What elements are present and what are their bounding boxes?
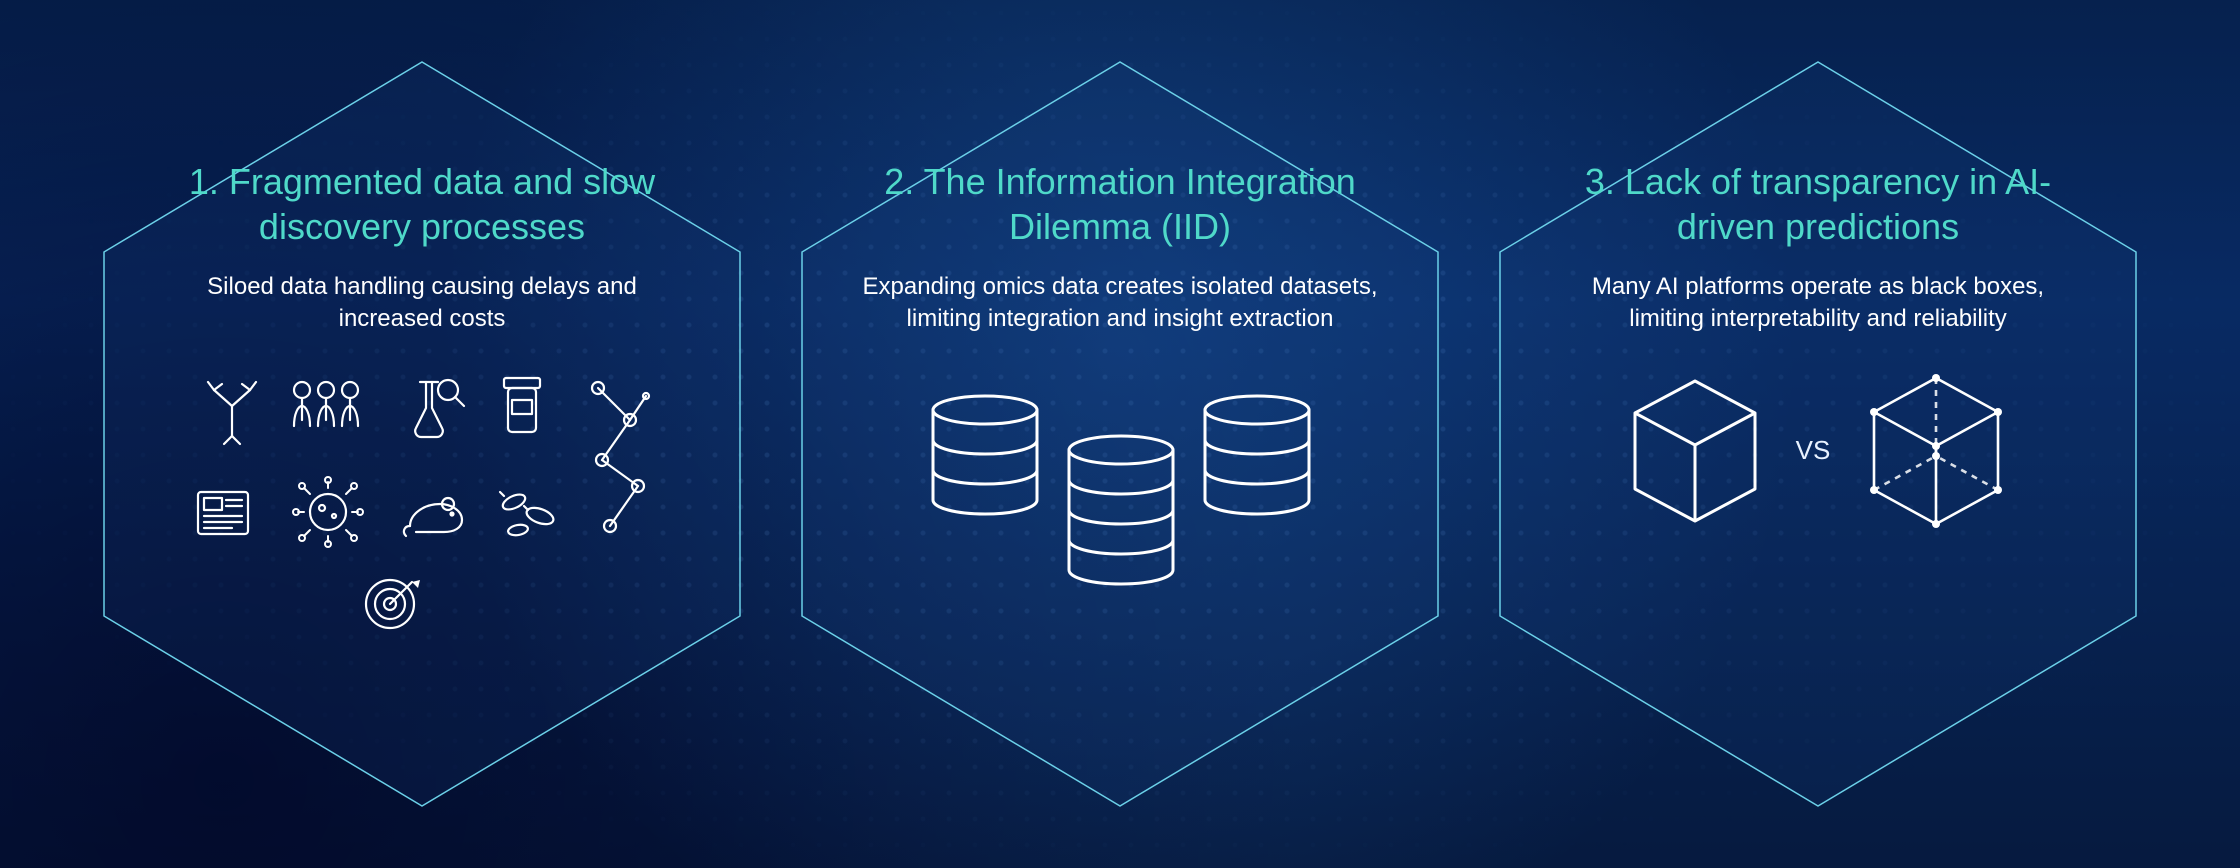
card-subtitle: Expanding omics data creates isolated da… bbox=[860, 271, 1380, 336]
hex-content: 2. The Information Integration Dilemma (… bbox=[860, 159, 1380, 646]
card-subtitle: Siloed data handling causing delays and … bbox=[162, 271, 682, 336]
icon-cluster bbox=[162, 366, 682, 666]
cube-wireframe-icon bbox=[1856, 366, 2016, 536]
hex-card-transparency: 3. Lack of transparency in AI-driven pre… bbox=[1488, 54, 2148, 814]
vial-search-icon bbox=[415, 380, 464, 437]
database-icon bbox=[1205, 396, 1309, 514]
pill-bottle-icon bbox=[504, 378, 540, 432]
newspaper-icon bbox=[198, 492, 248, 534]
icon-cluster bbox=[860, 366, 1380, 646]
card-title: 2. The Information Integration Dilemma (… bbox=[860, 159, 1380, 249]
infographic-stage: 1. Fragmented data and slow discovery pr… bbox=[0, 0, 2240, 868]
antibody-icon bbox=[208, 382, 256, 444]
hex-card-fragmented-data: 1. Fragmented data and slow discovery pr… bbox=[92, 54, 752, 814]
card-title: 3. Lack of transparency in AI-driven pre… bbox=[1558, 159, 2078, 249]
card-title: 1. Fragmented data and slow discovery pr… bbox=[162, 159, 682, 249]
cube-solid-icon bbox=[1620, 371, 1770, 531]
card-subtitle: Many AI platforms operate as black boxes… bbox=[1558, 271, 2078, 336]
vs-label: VS bbox=[1796, 435, 1831, 466]
target-bullseye-icon bbox=[366, 580, 420, 628]
bacteria-icon bbox=[500, 491, 556, 536]
database-icon bbox=[1069, 436, 1173, 584]
virus-icon bbox=[293, 477, 363, 547]
icon-cluster: VS bbox=[1558, 366, 2078, 536]
molecule-graph-icon bbox=[592, 382, 649, 532]
database-icon bbox=[933, 396, 1037, 514]
hex-content: 1. Fragmented data and slow discovery pr… bbox=[162, 159, 682, 666]
hex-row: 1. Fragmented data and slow discovery pr… bbox=[92, 54, 2148, 814]
hex-card-iid: 2. The Information Integration Dilemma (… bbox=[790, 54, 1450, 814]
people-group-icon bbox=[294, 382, 358, 426]
mouse-animal-icon bbox=[404, 498, 462, 536]
hex-content: 3. Lack of transparency in AI-driven pre… bbox=[1558, 159, 2078, 536]
